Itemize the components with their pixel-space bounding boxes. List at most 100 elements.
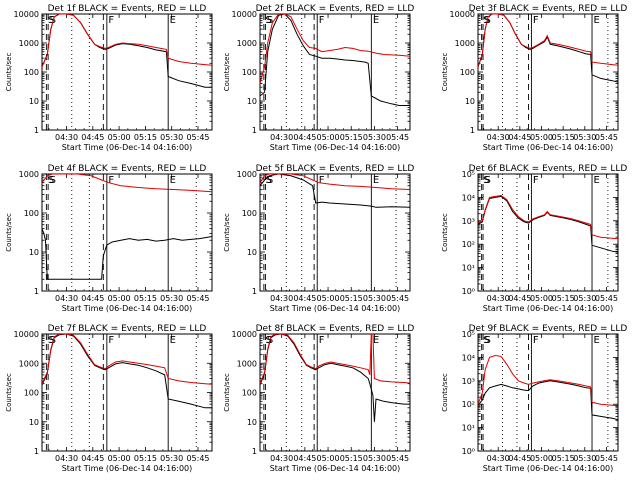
x-tick-label: 04:45 — [293, 454, 316, 463]
y-tick-label: 1 — [252, 447, 257, 456]
series-events-line — [260, 334, 410, 422]
x-tick-label: 05:45 — [386, 294, 409, 303]
plot-frame — [477, 13, 619, 131]
panel-title: Det 2f BLACK = Events, RED = LLD — [256, 4, 415, 14]
panel-2: Det 2f BLACK = Events, RED = LLD 1 10 100 10… — [223, 4, 414, 152]
marker-label: S — [48, 175, 54, 186]
panel-9: Det 9f BLACK = Events, RED = LLD 10⁰ 10¹ 10… — [441, 324, 627, 473]
x-tick-label: 04:45 — [293, 133, 316, 142]
x-tick-label: 05:45 — [386, 133, 409, 142]
marker-label: S — [265, 175, 271, 186]
y-tick-label: 100 — [242, 209, 257, 218]
x-axis-label: Start Time (06-Dec-14 04:16:00) — [483, 304, 614, 313]
y-tick-label: 10000 — [450, 10, 475, 19]
y-tick-label: 10000 — [232, 10, 257, 19]
y-tick-label: 10¹ — [462, 264, 475, 273]
marker-label: E — [594, 335, 600, 346]
x-tick-label: 04:45 — [81, 454, 104, 463]
series-lld-line — [478, 14, 618, 68]
y-tick-label: 10⁰ — [462, 287, 475, 296]
series-lld-line — [42, 174, 212, 193]
marker-label: E — [373, 15, 379, 26]
marker-label: F — [108, 335, 114, 346]
x-tick-label: 05:30 — [160, 294, 183, 303]
x-tick-label: 05:00 — [317, 133, 340, 142]
marker-label: S — [50, 175, 56, 186]
panel-title: Det 7f BLACK = Events, RED = LLD — [48, 324, 207, 334]
y-tick-label: 10¹ — [462, 424, 475, 433]
y-tick-label: 1000 — [237, 170, 257, 179]
y-axis-label: Counts/sec — [223, 53, 231, 92]
marker-label: E — [170, 15, 176, 26]
y-tick-label: 10 — [247, 248, 257, 257]
y-tick-label: 1000 — [455, 39, 475, 48]
y-tick-label: 1000 — [19, 39, 39, 48]
panel-8: Det 8f BLACK = Events, RED = LLD 1 10 100 10… — [223, 324, 414, 473]
x-tick-label: 04:30 — [487, 133, 510, 142]
plot-frame — [41, 173, 213, 292]
x-tick-label: 05:00 — [317, 454, 340, 463]
series-events-line — [478, 14, 618, 83]
series-lld-line — [260, 174, 410, 190]
marker-label: F — [533, 15, 539, 26]
x-tick-label: 04:30 — [270, 133, 293, 142]
x-tick-label: 05:45 — [386, 454, 409, 463]
y-tick-label: 1000 — [19, 359, 39, 368]
y-axis-label: Counts/sec — [441, 373, 449, 412]
x-tick-label: 05:45 — [186, 454, 209, 463]
marker-label: S — [485, 175, 491, 186]
y-tick-label: 1 — [34, 447, 39, 456]
series-events-line — [260, 14, 410, 106]
x-tick-label: 05:30 — [573, 133, 596, 142]
x-tick-label: 05:30 — [363, 454, 386, 463]
plot-frame — [41, 13, 213, 131]
plot-frame — [477, 173, 619, 292]
y-axis-label: Counts/sec — [5, 213, 13, 252]
x-tick-label: 05:45 — [595, 294, 618, 303]
x-tick-label: 04:45 — [293, 294, 316, 303]
x-tick-label: 05:00 — [108, 294, 131, 303]
x-tick-label: 05:45 — [186, 133, 209, 142]
marker-label: F — [319, 15, 325, 26]
marker-label: E — [170, 335, 176, 346]
x-axis-label: Start Time (06-Dec-14 04:16:00) — [270, 143, 401, 152]
x-tick-label: 05:45 — [595, 454, 618, 463]
plot-frame — [259, 173, 411, 292]
y-tick-label: 1 — [470, 126, 475, 135]
series-events-line — [42, 334, 212, 409]
panel-7: Det 7f BLACK = Events, RED = LLD 1 10 100 10… — [5, 324, 213, 473]
y-tick-label: 10 — [247, 97, 257, 106]
y-tick-label: 1 — [252, 126, 257, 135]
marker-label: S — [48, 335, 54, 346]
y-tick-label: 10 — [29, 418, 39, 427]
x-tick-label: 04:30 — [55, 454, 78, 463]
marker-label: F — [533, 175, 539, 186]
x-tick-label: 05:30 — [573, 454, 596, 463]
x-tick-label: 05:30 — [363, 133, 386, 142]
x-tick-label: 04:30 — [55, 133, 78, 142]
marker-label: F — [108, 175, 114, 186]
marker-label: F — [319, 175, 325, 186]
y-tick-label: 100 — [242, 68, 257, 77]
marker-label: E — [373, 335, 379, 346]
y-axis-label: Counts/sec — [441, 53, 449, 92]
panel-title: Det 6f BLACK = Events, RED = LLD — [469, 164, 628, 174]
y-tick-label: 10 — [29, 248, 39, 257]
y-tick-label: 1000 — [237, 359, 257, 368]
y-tick-label: 10² — [462, 400, 475, 409]
plot-frame — [41, 333, 213, 452]
series-lld-line — [42, 14, 212, 68]
series-lld-line — [478, 354, 618, 407]
y-tick-label: 10 — [29, 97, 39, 106]
x-tick-label: 05:15 — [552, 454, 575, 463]
series-lld-line — [478, 194, 618, 240]
x-tick-label: 05:00 — [530, 294, 553, 303]
panel-3: Det 3f BLACK = Events, RED = LLD 1 10 100 10… — [441, 4, 627, 152]
x-tick-label: 05:30 — [363, 294, 386, 303]
x-tick-label: 05:00 — [317, 294, 340, 303]
marker-label: E — [373, 175, 379, 186]
y-tick-label: 100 — [460, 68, 475, 77]
y-tick-label: 1 — [34, 287, 39, 296]
y-tick-label: 1000 — [19, 170, 39, 179]
